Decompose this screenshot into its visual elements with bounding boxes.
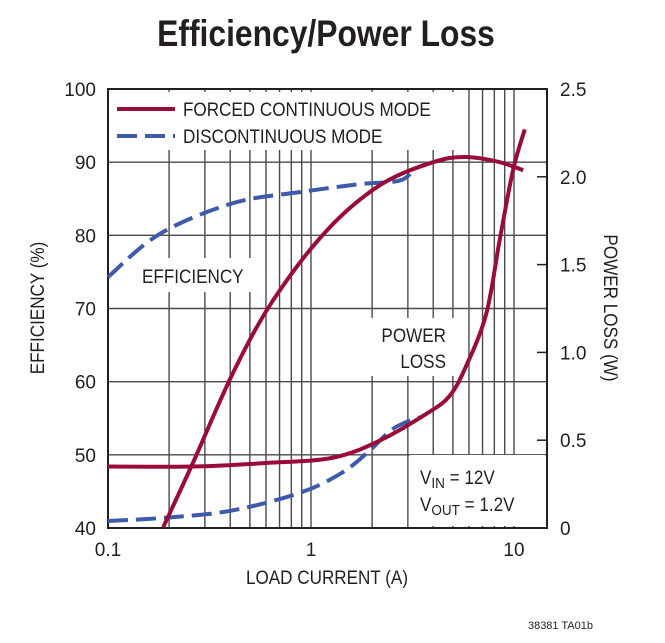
- y2-tick-label: 2.0: [560, 168, 586, 189]
- x-axis-label: LOAD CURRENT (A): [246, 567, 408, 588]
- y-axis-label: EFFICIENCY (%): [27, 242, 48, 375]
- plot-frame: [107, 88, 548, 529]
- y2-tick-label: 1.5: [560, 256, 586, 277]
- discontinuous-power-loss-curve: [107, 415, 422, 523]
- y2-tick-label: 1.0: [560, 343, 586, 364]
- y-tick-label: 70: [75, 300, 96, 321]
- y-tick-label: 90: [75, 153, 96, 174]
- annotation-vout: VOUT = 1.2V: [420, 494, 515, 519]
- y2-axis-label: POWER LOSS (W): [600, 234, 621, 381]
- annotation-vin: VIN = 12V: [420, 467, 495, 492]
- label-backgrounds: [110, 92, 545, 526]
- y-tick-label: 50: [75, 446, 96, 467]
- y2-tick-label: 0: [560, 519, 571, 540]
- footnote: 38381 TA01b: [528, 620, 593, 632]
- tick-labels: 0.1 1 10 40 50 60 70 80 90 100 0 0.5 1.0 1.5 2.0 2.5: [64, 80, 586, 561]
- y2-tick-label: 2.5: [560, 80, 586, 101]
- y-tick-label: 60: [75, 373, 96, 394]
- discontinuous-efficiency-curve: [106, 160, 434, 279]
- annotation-efficiency: EFFICIENCY: [142, 266, 244, 287]
- x-tick-label: 0.1: [95, 540, 121, 561]
- annotation-power: POWER: [381, 325, 446, 346]
- legend-label-discontinuous: DISCONTINUOUS MODE: [183, 126, 382, 147]
- y-tick-label: 80: [75, 226, 96, 247]
- annotation-loss: LOSS: [400, 351, 446, 372]
- x-tick-label: 10: [503, 540, 524, 561]
- y-tick-label: 100: [64, 80, 96, 101]
- legend: FORCED CONTINUOUS MODE DISCONTINUOUS MOD…: [117, 99, 431, 147]
- x-tick-label: 1: [306, 540, 317, 561]
- forced-efficiency-curve: [161, 155, 524, 529]
- chart-title: Efficiency/Power Loss: [157, 14, 495, 55]
- curves: [106, 128, 527, 529]
- legend-label-forced: FORCED CONTINUOUS MODE: [183, 99, 431, 120]
- forced-power-loss-curve: [107, 128, 527, 469]
- y2-tick-label: 0.5: [560, 431, 586, 452]
- y-tick-label: 40: [75, 519, 96, 540]
